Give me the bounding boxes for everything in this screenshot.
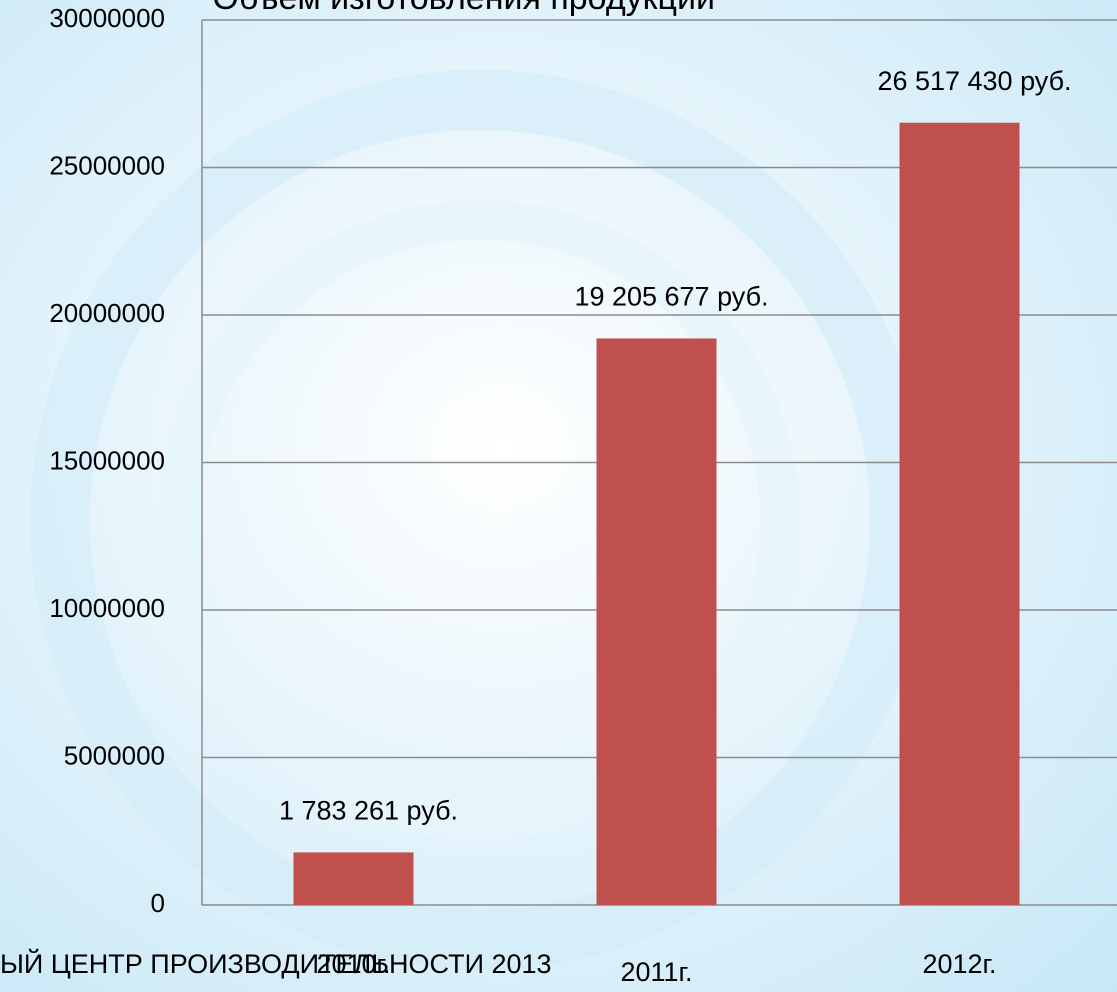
data-label: 1 783 261 руб.: [279, 796, 458, 826]
x-tick-label: 2010г.: [316, 949, 390, 979]
y-tick-label: 0: [151, 888, 165, 918]
bar: [597, 338, 717, 905]
y-tick-label: 30000000: [49, 3, 165, 33]
y-tick-label: 5000000: [64, 740, 165, 770]
y-tick-label: 25000000: [49, 150, 165, 180]
x-tick-label: 2011г.: [620, 957, 692, 987]
footer: ЫЙ ЦЕНТР ПРОИЗВОДИТЕЛЬНОСТИ 2013: [0, 948, 552, 979]
bar: [294, 852, 414, 905]
chart-title: Объем изготовления продукции: [212, 0, 715, 17]
chart: Объем изготовления продукции ЫЙ ЦЕНТР ПР…: [0, 0, 1117, 992]
x-tick-label: 2012г.: [922, 949, 996, 979]
data-label: 19 205 677 руб.: [574, 282, 768, 312]
y-tick-label: 20000000: [49, 298, 165, 328]
y-tick-label: 10000000: [49, 593, 165, 623]
y-tick-label: 15000000: [49, 445, 165, 475]
bar: [900, 123, 1020, 905]
data-label: 26 517 430 руб.: [877, 66, 1071, 96]
